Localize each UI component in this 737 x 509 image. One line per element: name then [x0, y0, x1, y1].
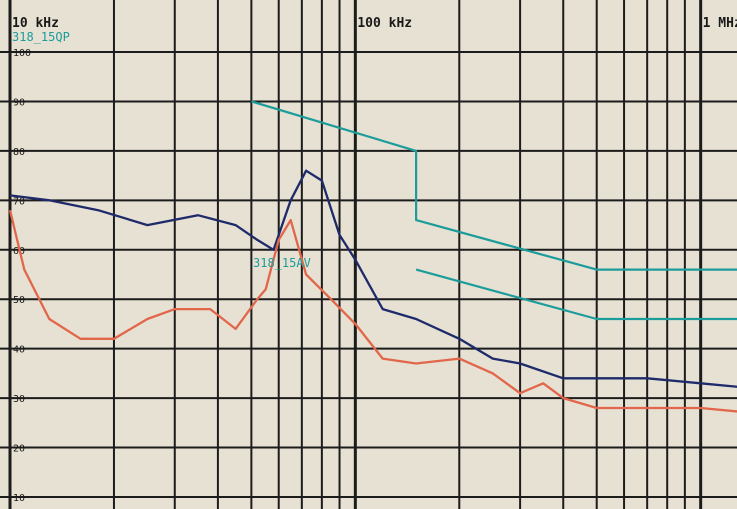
x-tick-label: 100 kHz: [357, 16, 412, 31]
x-tick-label: 1 MHz: [703, 16, 737, 31]
y-tick-label: 40: [13, 345, 25, 356]
av_limit-line: [415, 268, 737, 321]
y-tick-label: 80: [13, 147, 25, 158]
y-tick-label: 100: [13, 48, 31, 59]
quasi_peak_trace-line: [9, 169, 737, 388]
series-lines: [8, 100, 737, 413]
y-tick-label: 30: [13, 394, 25, 405]
y-tick-label: 50: [13, 295, 25, 306]
annotation-label: 318_15QP: [12, 30, 70, 44]
y-tick-label: 20: [13, 444, 25, 455]
y-tick-label: 10: [13, 493, 25, 504]
x-tick-label: 10 kHz: [12, 16, 59, 31]
qp_limit-line: [251, 100, 737, 271]
average_trace-line: [8, 209, 737, 413]
annotation-label: 318_15AV: [253, 256, 311, 270]
y-tick-label: 90: [13, 97, 25, 108]
annotations: 318_15QP 318_15AV: [12, 30, 311, 270]
y-tick-label: 70: [13, 196, 25, 207]
